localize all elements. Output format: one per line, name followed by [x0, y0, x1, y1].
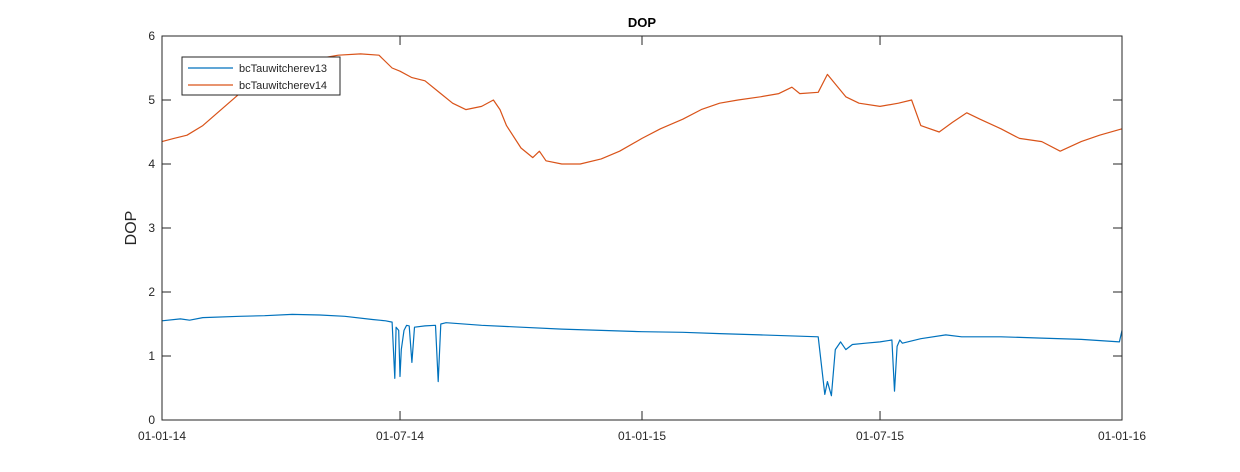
y-tick-label: 1	[148, 349, 155, 363]
legend-box	[181, 56, 341, 96]
chart-title: DOP	[628, 15, 657, 30]
ticks-layer: 01-01-14 01-07-14 01-01-15 01-07-15 01-01-16…	[138, 29, 1146, 443]
legend-label: bcTauwitcherev13	[239, 63, 327, 75]
legend-label: bcTauwitcherev14	[239, 80, 327, 92]
y-tick-label: 4	[148, 157, 155, 171]
y-tick-label: 0	[148, 413, 155, 427]
series-line-1	[161, 313, 1123, 397]
series-layer	[161, 53, 1123, 397]
x-tick-label: 01-01-15	[618, 429, 666, 443]
series-line-2	[161, 53, 1123, 165]
x-tick-label: 01-07-15	[856, 429, 904, 443]
y-axis-label: DOP	[123, 211, 140, 246]
x-tick-label: 01-01-14	[138, 429, 186, 443]
y-tick-label: 6	[148, 29, 155, 43]
y-tick-label: 3	[148, 221, 155, 235]
x-tick-label: 01-07-14	[376, 429, 424, 443]
y-tick-label: 5	[148, 93, 155, 107]
y-tick-label: 2	[148, 285, 155, 299]
x-tick-label: 01-01-16	[1098, 429, 1146, 443]
legend: bcTauwitcherev13 bcTauwitcherev14	[181, 56, 341, 96]
